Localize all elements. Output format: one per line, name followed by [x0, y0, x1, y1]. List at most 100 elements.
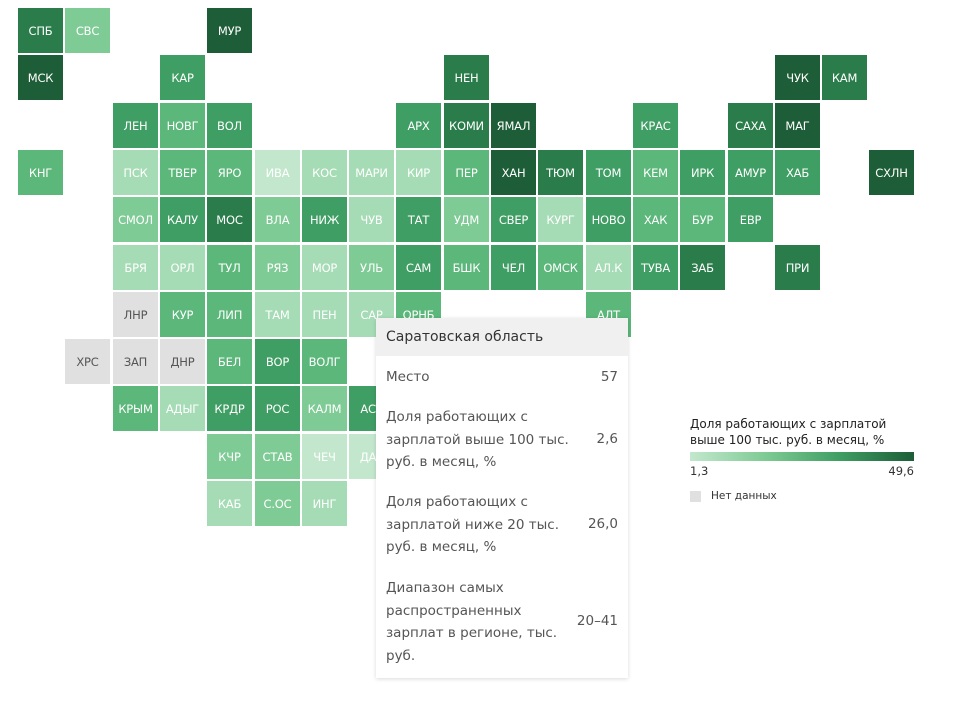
region-tile[interactable]: ТАМ — [255, 292, 300, 337]
region-tile[interactable]: ТАТ — [396, 197, 441, 242]
region-tile[interactable]: ТВЕР — [160, 150, 205, 195]
tooltip-row-value: 20–41 — [576, 613, 618, 629]
region-tile[interactable]: АМУР — [728, 150, 773, 195]
region-tile[interactable]: КРДР — [207, 386, 252, 431]
region-tile[interactable]: БУР — [680, 197, 725, 242]
region-tile[interactable]: МОС — [207, 197, 252, 242]
region-tile[interactable]: АРХ — [396, 103, 441, 148]
region-tile[interactable]: ЧЕЛ — [491, 245, 536, 290]
region-tile[interactable]: НОВГ — [160, 103, 205, 148]
region-tile[interactable]: БЕЛ — [207, 339, 252, 384]
tooltip-row-label: Место — [386, 369, 430, 385]
tooltip-row-value: 57 — [600, 369, 618, 385]
region-tile[interactable]: КАР — [160, 55, 205, 100]
region-tile[interactable]: ВОЛ — [207, 103, 252, 148]
region-tile[interactable]: АДЫГ — [160, 386, 205, 431]
region-tile[interactable]: САХА — [728, 103, 773, 148]
region-tile[interactable]: РЯЗ — [255, 245, 300, 290]
region-tile[interactable]: ДНР — [160, 339, 205, 384]
tooltip-row-rank: Место 57 — [386, 366, 618, 389]
region-tile[interactable]: ИРК — [680, 150, 725, 195]
region-tile[interactable]: ХАН — [491, 150, 536, 195]
region-tile[interactable]: ОРЛ — [160, 245, 205, 290]
region-tile[interactable]: МСК — [18, 55, 63, 100]
region-tile[interactable]: ПЕР — [444, 150, 489, 195]
color-legend: Доля работающих с зарплатой выше 100 тыс… — [690, 416, 920, 502]
region-tile[interactable]: ЯРО — [207, 150, 252, 195]
region-tile[interactable]: ЗАП — [113, 339, 158, 384]
region-tile[interactable]: ВЛА — [255, 197, 300, 242]
region-tile[interactable]: ЧУВ — [349, 197, 394, 242]
region-tile[interactable]: ТЮМ — [538, 150, 583, 195]
region-tile[interactable]: СВС — [65, 8, 110, 53]
region-tile[interactable]: ТУЛ — [207, 245, 252, 290]
region-tile[interactable]: КАЛМ — [302, 386, 347, 431]
region-tile[interactable]: УДМ — [444, 197, 489, 242]
region-tile[interactable]: БШК — [444, 245, 489, 290]
region-tile[interactable]: НИЖ — [302, 197, 347, 242]
region-tile[interactable]: КАМ — [822, 55, 867, 100]
region-tile[interactable]: ОМСК — [538, 245, 583, 290]
region-tile[interactable]: ПРИ — [775, 245, 820, 290]
region-tile[interactable]: МАРИ — [349, 150, 394, 195]
region-tile[interactable]: КЕМ — [633, 150, 678, 195]
region-tile[interactable]: ИНГ — [302, 481, 347, 526]
region-tile[interactable]: СПБ — [18, 8, 63, 53]
tooltip-row-value: 2,6 — [596, 431, 618, 447]
tooltip-row-salary-range: Диапазон самых распространенных зарплат … — [386, 577, 618, 667]
region-tile[interactable]: ЗАБ — [680, 245, 725, 290]
region-tile[interactable]: ЛИП — [207, 292, 252, 337]
region-tile[interactable]: СМОЛ — [113, 197, 158, 242]
region-tile[interactable]: КУР — [160, 292, 205, 337]
region-tile[interactable]: ХАК — [633, 197, 678, 242]
tooltip-row-high-share: Доля работающих с зарплатой выше 100 тыс… — [386, 406, 618, 474]
region-tooltip: Саратовская область Место 57 Доля работа… — [376, 318, 628, 678]
region-tile[interactable]: КНГ — [18, 150, 63, 195]
region-tile[interactable]: КУРГ — [538, 197, 583, 242]
region-tile[interactable]: СХЛН — [869, 150, 914, 195]
tooltip-row-label: Доля работающих с зарплатой выше 100 тыс… — [386, 409, 569, 470]
region-tile[interactable]: СВЕР — [491, 197, 536, 242]
region-tile[interactable]: СТАВ — [255, 434, 300, 479]
region-tile[interactable]: ТУВА — [633, 245, 678, 290]
region-tile[interactable]: НОВО — [586, 197, 631, 242]
region-tile[interactable]: РОС — [255, 386, 300, 431]
region-tile[interactable]: БРЯ — [113, 245, 158, 290]
legend-scale: 1,3 49,6 — [690, 464, 914, 478]
region-tile[interactable]: ЧЕЧ — [302, 434, 347, 479]
legend-min: 1,3 — [690, 464, 709, 478]
region-tile[interactable]: КРЫМ — [113, 386, 158, 431]
region-tile[interactable]: ХАБ — [775, 150, 820, 195]
region-tile[interactable]: ЕВР — [728, 197, 773, 242]
region-tile[interactable]: КРАС — [633, 103, 678, 148]
region-tile[interactable]: НЕН — [444, 55, 489, 100]
region-tile[interactable]: КЧР — [207, 434, 252, 479]
region-tile[interactable]: УЛЬ — [349, 245, 394, 290]
region-tile[interactable]: АЛ.К — [586, 245, 631, 290]
region-tile[interactable]: ВОЛГ — [302, 339, 347, 384]
region-tile[interactable]: ХРС — [65, 339, 110, 384]
region-tile[interactable]: ЯМАЛ — [491, 103, 536, 148]
tooltip-row-low-share: Доля работающих с зарплатой ниже 20 тыс.… — [386, 491, 618, 559]
region-tile[interactable]: КИР — [396, 150, 441, 195]
region-tile[interactable]: ТОМ — [586, 150, 631, 195]
region-tile[interactable]: КОМИ — [444, 103, 489, 148]
region-tile[interactable]: МОР — [302, 245, 347, 290]
region-tile[interactable]: САМ — [396, 245, 441, 290]
tooltip-title: Саратовская область — [376, 318, 628, 356]
region-tile[interactable]: ВОР — [255, 339, 300, 384]
region-tile[interactable]: МАГ — [775, 103, 820, 148]
region-tile[interactable]: ИВА — [255, 150, 300, 195]
region-tile[interactable]: С.ОС — [255, 481, 300, 526]
region-tile[interactable]: ЛЕН — [113, 103, 158, 148]
tooltip-row-label: Диапазон самых распространенных зарплат … — [386, 580, 558, 664]
region-tile[interactable]: ЧУК — [775, 55, 820, 100]
region-tile[interactable]: ЛНР — [113, 292, 158, 337]
region-tile[interactable]: КАЛУ — [160, 197, 205, 242]
region-tile[interactable]: КАБ — [207, 481, 252, 526]
region-tile[interactable]: КОС — [302, 150, 347, 195]
region-tile[interactable]: МУР — [207, 8, 252, 53]
region-tile[interactable]: ПЕН — [302, 292, 347, 337]
region-tile[interactable]: ПСК — [113, 150, 158, 195]
